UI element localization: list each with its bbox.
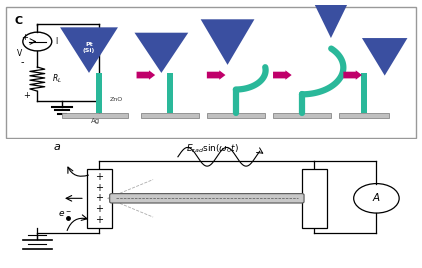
Text: +: + — [95, 172, 103, 182]
Polygon shape — [60, 27, 118, 73]
Bar — [273, 113, 331, 118]
Bar — [302, 169, 327, 228]
Text: +: + — [23, 91, 30, 100]
Bar — [87, 169, 112, 228]
Text: $e^-$: $e^-$ — [58, 210, 72, 219]
Polygon shape — [362, 38, 408, 76]
FancyArrow shape — [207, 70, 225, 80]
Text: C: C — [14, 16, 23, 26]
Text: +: + — [95, 204, 103, 214]
FancyArrow shape — [137, 70, 155, 80]
Text: Pt
(Si): Pt (Si) — [83, 42, 95, 53]
Text: I: I — [55, 37, 57, 46]
Text: a: a — [54, 142, 61, 152]
Bar — [339, 113, 389, 118]
Polygon shape — [135, 33, 188, 73]
Text: V: V — [16, 49, 22, 58]
Polygon shape — [306, 0, 356, 38]
Text: -: - — [21, 57, 24, 67]
Bar — [167, 73, 173, 113]
FancyArrow shape — [344, 70, 362, 80]
Text: Ag: Ag — [91, 118, 100, 124]
Bar — [96, 73, 103, 113]
Text: $R_L$: $R_L$ — [52, 73, 62, 85]
FancyArrow shape — [273, 70, 292, 80]
Text: +: + — [95, 193, 103, 203]
Polygon shape — [201, 19, 254, 65]
Text: $E_{rad}\sin(\omega_0 t)$: $E_{rad}\sin(\omega_0 t)$ — [186, 142, 239, 155]
FancyBboxPatch shape — [110, 193, 304, 203]
Text: +: + — [95, 183, 103, 193]
Text: +: + — [95, 215, 103, 225]
Bar — [207, 113, 265, 118]
Bar — [141, 113, 199, 118]
Bar — [62, 113, 128, 118]
Bar — [361, 73, 367, 113]
Text: ZnO: ZnO — [110, 97, 123, 102]
Text: +: + — [21, 33, 27, 42]
Text: A: A — [373, 193, 380, 203]
